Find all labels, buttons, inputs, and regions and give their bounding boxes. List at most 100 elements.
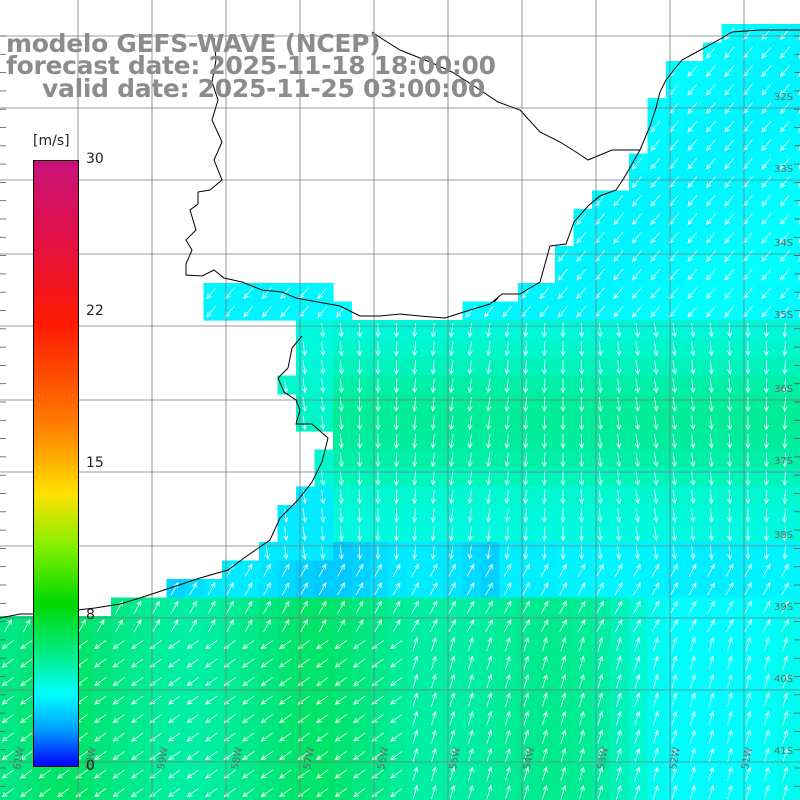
wind-arrow [112, 677, 125, 687]
wind-cell [703, 338, 723, 358]
wind-arrow [4, 619, 12, 633]
wind-cell [703, 505, 723, 525]
wind-cell [629, 560, 649, 580]
wind-cell [518, 634, 538, 654]
wind-arrow [283, 508, 289, 523]
wind-arrow [375, 341, 381, 357]
wind-cell [740, 246, 760, 266]
wind-cell [481, 412, 501, 432]
wind-cell [795, 782, 800, 800]
wind-arrow [671, 471, 677, 486]
wind-arrow [725, 600, 734, 614]
wind-arrow [502, 305, 513, 318]
wind-cell [629, 542, 649, 562]
wind-arrow [577, 619, 586, 633]
wind-arrow [244, 582, 253, 596]
wind-arrow [560, 471, 566, 486]
wind-cell [444, 671, 464, 691]
wind-arrow [205, 732, 218, 742]
wind-cell [425, 338, 445, 358]
wind-cell [148, 653, 168, 673]
wind-cell [740, 616, 760, 636]
wind-cell [703, 671, 723, 691]
wind-cell [740, 61, 760, 81]
wind-arrow [94, 695, 107, 705]
wind-cell [647, 172, 667, 192]
wind-arrow [503, 600, 512, 614]
wind-cell [111, 708, 131, 728]
wind-cell [758, 708, 778, 728]
wind-arrow [613, 268, 624, 281]
wind-cell [610, 782, 630, 800]
wind-arrow [653, 508, 659, 523]
wind-arrow [705, 287, 716, 300]
lat-label: 34S [774, 238, 793, 249]
wind-cell [666, 542, 686, 562]
wind-arrow [131, 677, 144, 687]
wind-arrow [279, 640, 292, 650]
wind-cell [666, 449, 686, 469]
wind-arrow [316, 695, 329, 705]
wind-arrow [782, 729, 789, 744]
wind-arrow [671, 415, 677, 431]
wind-arrow [616, 396, 622, 412]
wind-arrow [705, 213, 716, 226]
wind-cell [758, 283, 778, 303]
wind-arrow [467, 434, 473, 449]
wind-arrow [168, 788, 181, 798]
wind-arrow [690, 526, 696, 542]
wind-arrow [690, 341, 696, 357]
wind-cell [795, 671, 800, 691]
lat-label: 39S [774, 602, 793, 613]
wind-cell [481, 394, 501, 414]
wind-arrow [357, 470, 363, 486]
wind-arrow [576, 268, 587, 281]
wind-cell [333, 338, 353, 358]
wind-cell [536, 375, 556, 395]
wind-cell [518, 764, 538, 784]
wind-arrow [260, 677, 273, 687]
wind-cell [795, 116, 800, 136]
wind-cell [777, 338, 797, 358]
wind-arrow [466, 582, 475, 596]
wind-arrow [448, 563, 456, 577]
wind-arrow [301, 526, 307, 542]
wind-cell [592, 283, 612, 303]
wind-cell [555, 653, 575, 673]
wind-arrow [745, 526, 751, 542]
wind-cell [703, 227, 723, 247]
wind-cell [499, 560, 519, 580]
wind-arrow [338, 544, 344, 560]
wind-arrow [449, 360, 455, 375]
wind-cell [592, 653, 612, 673]
wind-cell [721, 24, 741, 44]
wind-cell [462, 412, 482, 432]
wind-cell [629, 597, 649, 617]
wind-cell [370, 338, 390, 358]
wind-cell [573, 301, 593, 321]
wind-cell [666, 579, 686, 599]
wind-arrow [782, 470, 788, 486]
wind-arrow [523, 544, 529, 560]
wind-cell [444, 505, 464, 525]
wind-cell [536, 764, 556, 784]
wind-arrow [560, 508, 566, 523]
wind-arrow [301, 397, 307, 412]
wind-arrow [634, 729, 641, 744]
wind-arrow [318, 563, 327, 577]
wind-cell [740, 708, 760, 728]
wind-arrow [94, 788, 107, 798]
wind-arrow [762, 619, 771, 633]
wind-arrow [1, 714, 14, 724]
wind-arrow [542, 747, 548, 763]
wind-arrow [263, 600, 271, 614]
wind-arrow [560, 784, 567, 800]
wind-cell [203, 616, 223, 636]
wind-cell [296, 320, 316, 340]
wind-cell [721, 338, 741, 358]
wind-arrow [316, 751, 329, 761]
wind-arrow [779, 305, 790, 318]
wind-arrow [205, 714, 218, 724]
wind-arrow [392, 619, 401, 633]
wind-cell [333, 708, 353, 728]
